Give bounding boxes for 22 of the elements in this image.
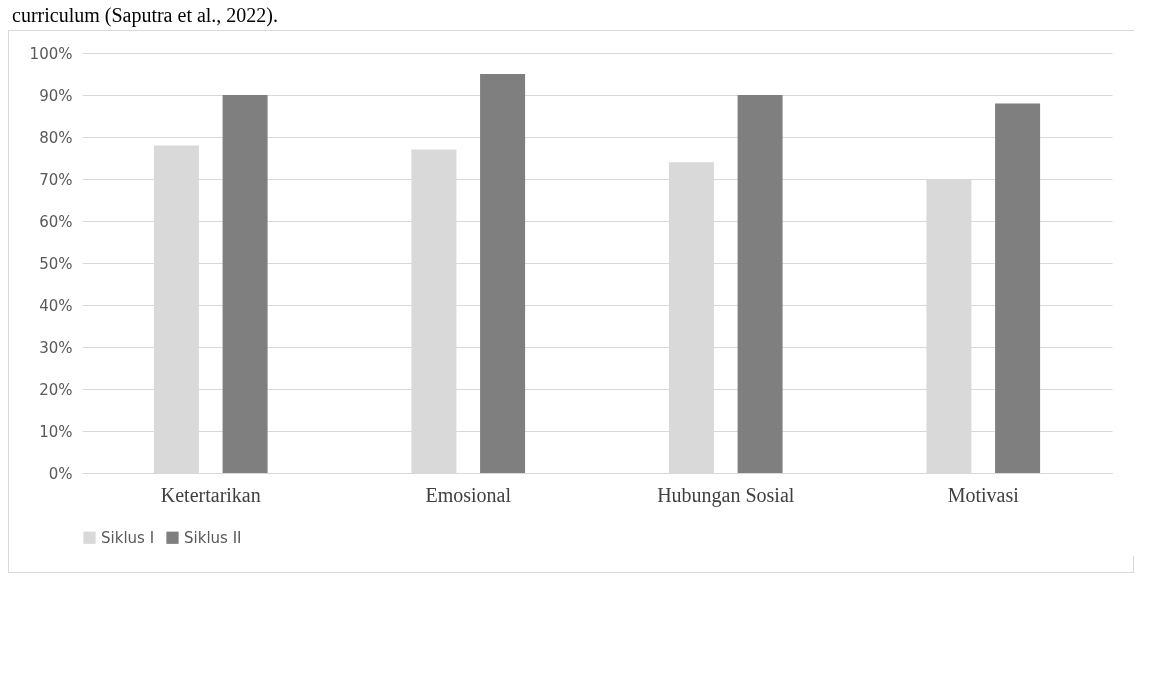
- y-tick-label: 60%: [39, 212, 73, 231]
- x-tick-label: Hubungan Sosial: [657, 483, 795, 507]
- y-tick-label: 30%: [39, 338, 73, 357]
- y-tick-label: 20%: [39, 380, 73, 399]
- legend-label: Siklus I: [101, 528, 155, 547]
- x-tick-label: Ketertarikan: [160, 483, 261, 506]
- y-tick-label: 70%: [39, 170, 73, 189]
- legend-label: Siklus II: [184, 528, 242, 547]
- y-tick-label: 80%: [39, 128, 73, 147]
- text: curriculum (Saputra et al., 2022).: [11, 3, 280, 29]
- y-tick-label: 40%: [39, 296, 73, 315]
- y-tick-label: 0%: [48, 464, 73, 483]
- bar: [737, 95, 783, 473]
- y-tick-label: 100%: [29, 44, 73, 63]
- x-tick-label: Emosional: [425, 483, 512, 506]
- x-tick-label: Motivasi: [947, 483, 1020, 506]
- y-tick-label: 90%: [39, 86, 73, 105]
- bar: [995, 103, 1041, 473]
- bar: [480, 74, 526, 473]
- bar: [222, 95, 268, 473]
- y-tick-label: 10%: [39, 422, 73, 441]
- y-tick-label: 50%: [39, 254, 73, 273]
